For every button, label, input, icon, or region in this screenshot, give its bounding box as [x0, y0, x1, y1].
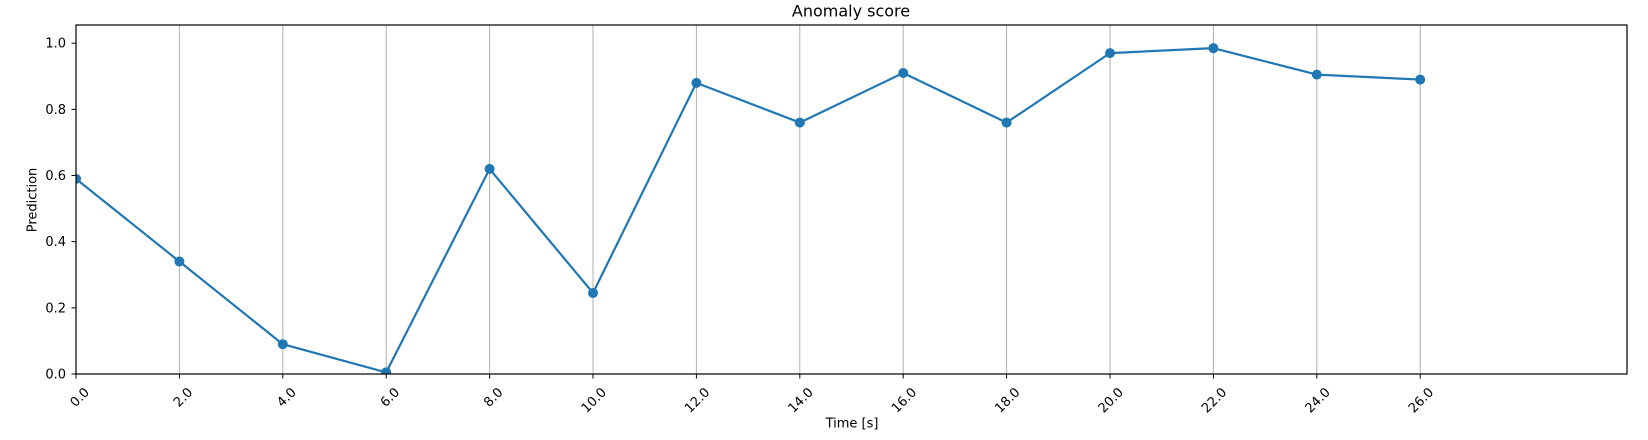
series-group — [76, 43, 1426, 374]
x-tick-label: 0.0 — [68, 385, 93, 410]
data-point-marker — [1415, 74, 1426, 85]
data-point-marker — [1311, 69, 1322, 80]
x-tick-label: 10.0 — [579, 385, 610, 416]
data-point-marker — [1105, 48, 1115, 59]
x-tick-label: 18.0 — [992, 385, 1023, 416]
y-tick-label: 1.0 — [45, 37, 66, 52]
chart-title: Anomaly score — [791, 1, 911, 21]
data-point-marker — [1208, 43, 1219, 54]
x-tick-label: 26.0 — [1406, 385, 1437, 416]
x-tick-label: 20.0 — [1096, 385, 1127, 416]
data-point-marker — [277, 339, 288, 350]
x-tick-label: 4.0 — [274, 385, 299, 410]
x-tick-label: 6.0 — [378, 385, 403, 410]
data-point-marker — [691, 77, 702, 88]
data-point-marker — [588, 287, 598, 298]
x-tick-label: 2.0 — [171, 385, 196, 410]
x-tick-label: 24.0 — [1303, 385, 1334, 416]
x-tick-label: 16.0 — [889, 385, 920, 416]
data-point-marker — [898, 67, 909, 78]
x-tick-label: 14.0 — [786, 385, 817, 416]
plot-area — [76, 25, 1627, 374]
data-point-marker — [174, 256, 185, 267]
y-tick-label: 0.0 — [45, 368, 66, 383]
axes-spines — [75, 24, 1628, 375]
y-tick-label: 0.8 — [45, 103, 66, 118]
data-point-marker — [76, 173, 81, 184]
x-axis-label: Time [s] — [825, 416, 879, 432]
y-axis-label: Prediction — [25, 167, 41, 233]
x-tick-label: 8.0 — [481, 385, 506, 410]
x-tick-label: 22.0 — [1199, 385, 1230, 416]
y-tick-label: 0.4 — [45, 235, 66, 250]
data-point-marker — [1001, 117, 1012, 128]
data-point-marker — [381, 367, 392, 374]
y-tick-label: 0.6 — [45, 169, 66, 184]
data-point-marker — [794, 117, 805, 128]
data-point-marker — [484, 163, 495, 174]
x-tick-label: 12.0 — [682, 385, 713, 416]
series-line — [76, 47, 1421, 374]
y-tick-label: 0.2 — [45, 301, 66, 316]
